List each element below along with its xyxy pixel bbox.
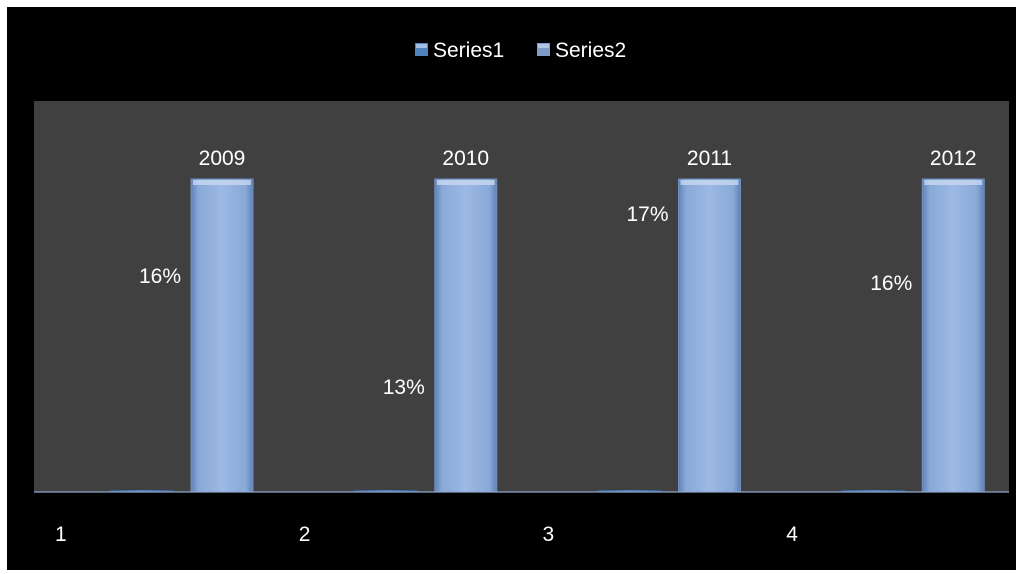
x-tick-label-1: 1 [55,523,67,546]
series2-bar-1 [190,178,254,493]
series2-bar-3 [678,178,741,493]
series2-bar-4 [921,178,985,493]
legend-label-series2: Series2 [555,39,626,62]
series1-bar-2 [353,490,418,492]
x-tick-labels: 1 2 3 4 [55,523,798,546]
legend: Series1 Series2 [415,39,626,62]
series1-bar-1 [110,490,174,492]
series1-data-label-4: 16% [870,272,912,295]
series1-bar-4 [841,490,906,492]
series2-data-label-1: 2009 [199,147,246,170]
legend-swatch-highlight-series1 [416,44,427,48]
series1-data-label-1: 16% [139,265,181,288]
series1-data-label-3: 17% [626,203,668,226]
series2-bar-highlight-3 [680,180,739,185]
series1-data-label-2: 13% [383,376,425,399]
series1-bar-3 [597,490,662,492]
plot-area [34,101,1009,492]
series2-data-label-4: 2012 [930,147,977,170]
legend-label-series1: Series1 [433,39,504,62]
x-tick-label-3: 3 [543,523,555,546]
legend-swatch-highlight-series2 [538,44,549,48]
series2-data-label-2: 2010 [442,147,489,170]
x-tick-label-2: 2 [299,523,311,546]
series2-data-label-3: 2011 [687,147,732,170]
data-labels-layer: 2009 16% 2010 13% 2011 17% 2012 16% [139,147,977,399]
chart-area: Series1 Series2 2009 16% 2010 13% 2011 17% 2012… [7,7,1016,570]
series2-bar-highlight-1 [193,180,251,185]
series2-bar-highlight-2 [436,180,495,185]
series2-bar-highlight-4 [924,180,983,185]
bar-chart: Series1 Series2 2009 16% 2010 13% 2011 17% 2012… [34,39,1009,546]
series2-bar-2 [434,178,498,493]
x-tick-label-4: 4 [786,523,798,546]
